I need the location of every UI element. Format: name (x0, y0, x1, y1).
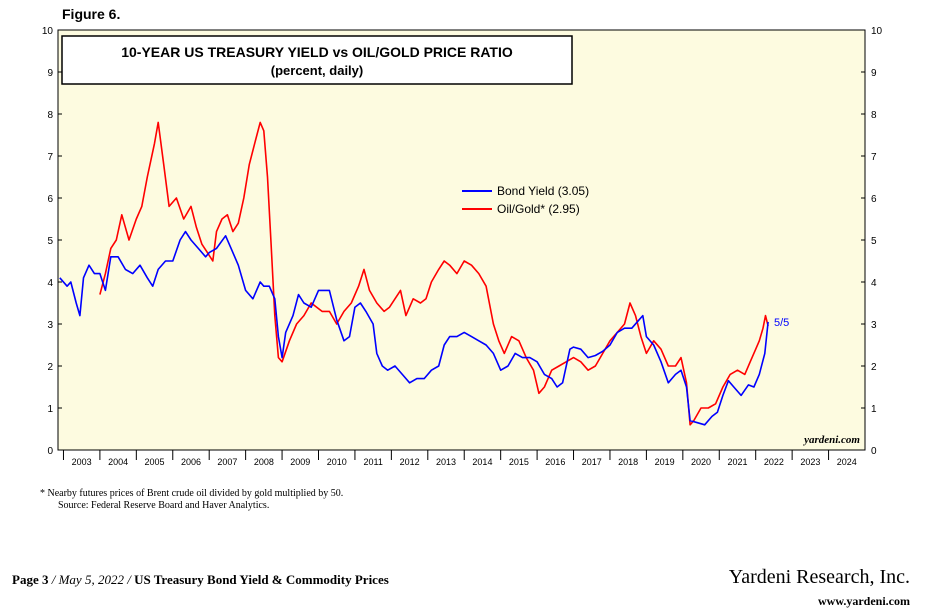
title-box (61, 35, 573, 85)
y-tick-label-left: 3 (47, 320, 53, 331)
x-tick-label: 2009 (290, 457, 310, 467)
y-tick-label-right: 4 (871, 278, 877, 289)
legend-label-bond: Bond Yield (3.05) (497, 184, 589, 198)
x-tick-label: 2020 (691, 457, 711, 467)
y-tick-label-right: 1 (871, 404, 877, 415)
end-annotation: 5/5 (774, 317, 789, 329)
report-title: US Treasury Bond Yield & Commodity Price… (134, 572, 389, 587)
series-layer (59, 121, 769, 426)
watermark: yardeni.com (802, 434, 860, 446)
x-tick-label: 2004 (108, 457, 128, 467)
x-tick-label: 2019 (655, 457, 675, 467)
x-tick-label: 2013 (436, 457, 456, 467)
y-axis-left: 0 1 2 3 4 5 6 7 8 9 10 (42, 26, 62, 457)
y-tick-label-right: 10 (871, 26, 883, 37)
y-tick-label-right: 7 (871, 152, 877, 163)
footnote: * Nearby futures prices of Brent crude o… (40, 488, 344, 499)
x-tick-label: 2023 (800, 457, 820, 467)
x-tick-label: 2016 (545, 457, 565, 467)
x-tick-label: 2011 (363, 457, 382, 467)
y-tick-label-right: 9 (871, 68, 877, 79)
y-tick-label-left: 10 (42, 26, 54, 37)
y-tick-label-left: 6 (47, 194, 53, 205)
x-tick-label: 2006 (181, 457, 201, 467)
x-tick-label: 2010 (327, 457, 347, 467)
legend: Bond Yield (3.05) Oil/Gold* (2.95) (462, 184, 589, 216)
legend-label-oilgold: Oil/Gold* (2.95) (497, 202, 580, 216)
footer-left: Page 3 / May 5, 2022 / US Treasury Bond … (12, 572, 389, 588)
company-website: www.yardeni.com (818, 594, 910, 608)
y-tick-label-left: 0 (47, 446, 53, 457)
x-axis: 2003 2004 2005 2006 2007 2008 2009 2010 2011 2012… (62, 450, 857, 467)
footnote-block: * Nearby futures prices of Brent crude o… (40, 488, 343, 512)
y-tick-label-left: 5 (47, 236, 53, 247)
company-name: Yardeni Research, Inc. (728, 566, 910, 588)
x-tick-label: 2012 (400, 457, 420, 467)
x-tick-label: 2008 (254, 457, 274, 467)
x-tick-label: 2022 (764, 457, 784, 467)
footer-sep-2: / (123, 572, 135, 587)
page-number: Page 3 (12, 572, 49, 587)
y-tick-label-right: 3 (871, 320, 877, 331)
figure-label: Figure 6. (62, 6, 121, 22)
y-tick-label-left: 2 (47, 362, 53, 373)
y-tick-label-left: 1 (47, 404, 53, 415)
y-tick-label-left: 9 (47, 68, 53, 79)
x-tick-label: 2017 (582, 457, 602, 467)
y-tick-label-right: 0 (871, 446, 877, 457)
y-tick-label-right: 6 (871, 194, 877, 205)
x-tick-label: 2003 (72, 457, 92, 467)
x-tick-label: 2014 (472, 457, 492, 467)
x-tick-label: 2021 (727, 457, 747, 467)
y-tick-label-right: 2 (871, 362, 877, 373)
series-line-bond-yield (59, 230, 769, 426)
chart-title: 10-YEAR US TREASURY YIELD vs OIL/GOLD PR… (121, 44, 513, 60)
x-tick-label: 2005 (145, 457, 165, 467)
x-tick-label: 2007 (217, 457, 237, 467)
footer-sep-1: / (48, 572, 59, 587)
y-tick-label-left: 7 (47, 152, 53, 163)
y-tick-label-right: 8 (871, 110, 877, 121)
report-date: May 5, 2022 (58, 572, 124, 587)
y-tick-label-right: 5 (871, 236, 877, 247)
chart-subtitle: (percent, daily) (271, 63, 363, 78)
x-tick-label: 2024 (837, 457, 857, 467)
x-tick-label: 2015 (509, 457, 529, 467)
y-tick-label-left: 8 (47, 110, 53, 121)
plot-area (57, 29, 866, 451)
x-tick-label: 2018 (618, 457, 638, 467)
source-note: Source: Federal Reserve Board and Haver … (58, 500, 270, 511)
y-axis-right: 0 1 2 3 4 5 6 7 8 9 10 (861, 26, 883, 457)
series-line-oil-gold (99, 121, 769, 426)
y-tick-label-left: 4 (47, 278, 53, 289)
